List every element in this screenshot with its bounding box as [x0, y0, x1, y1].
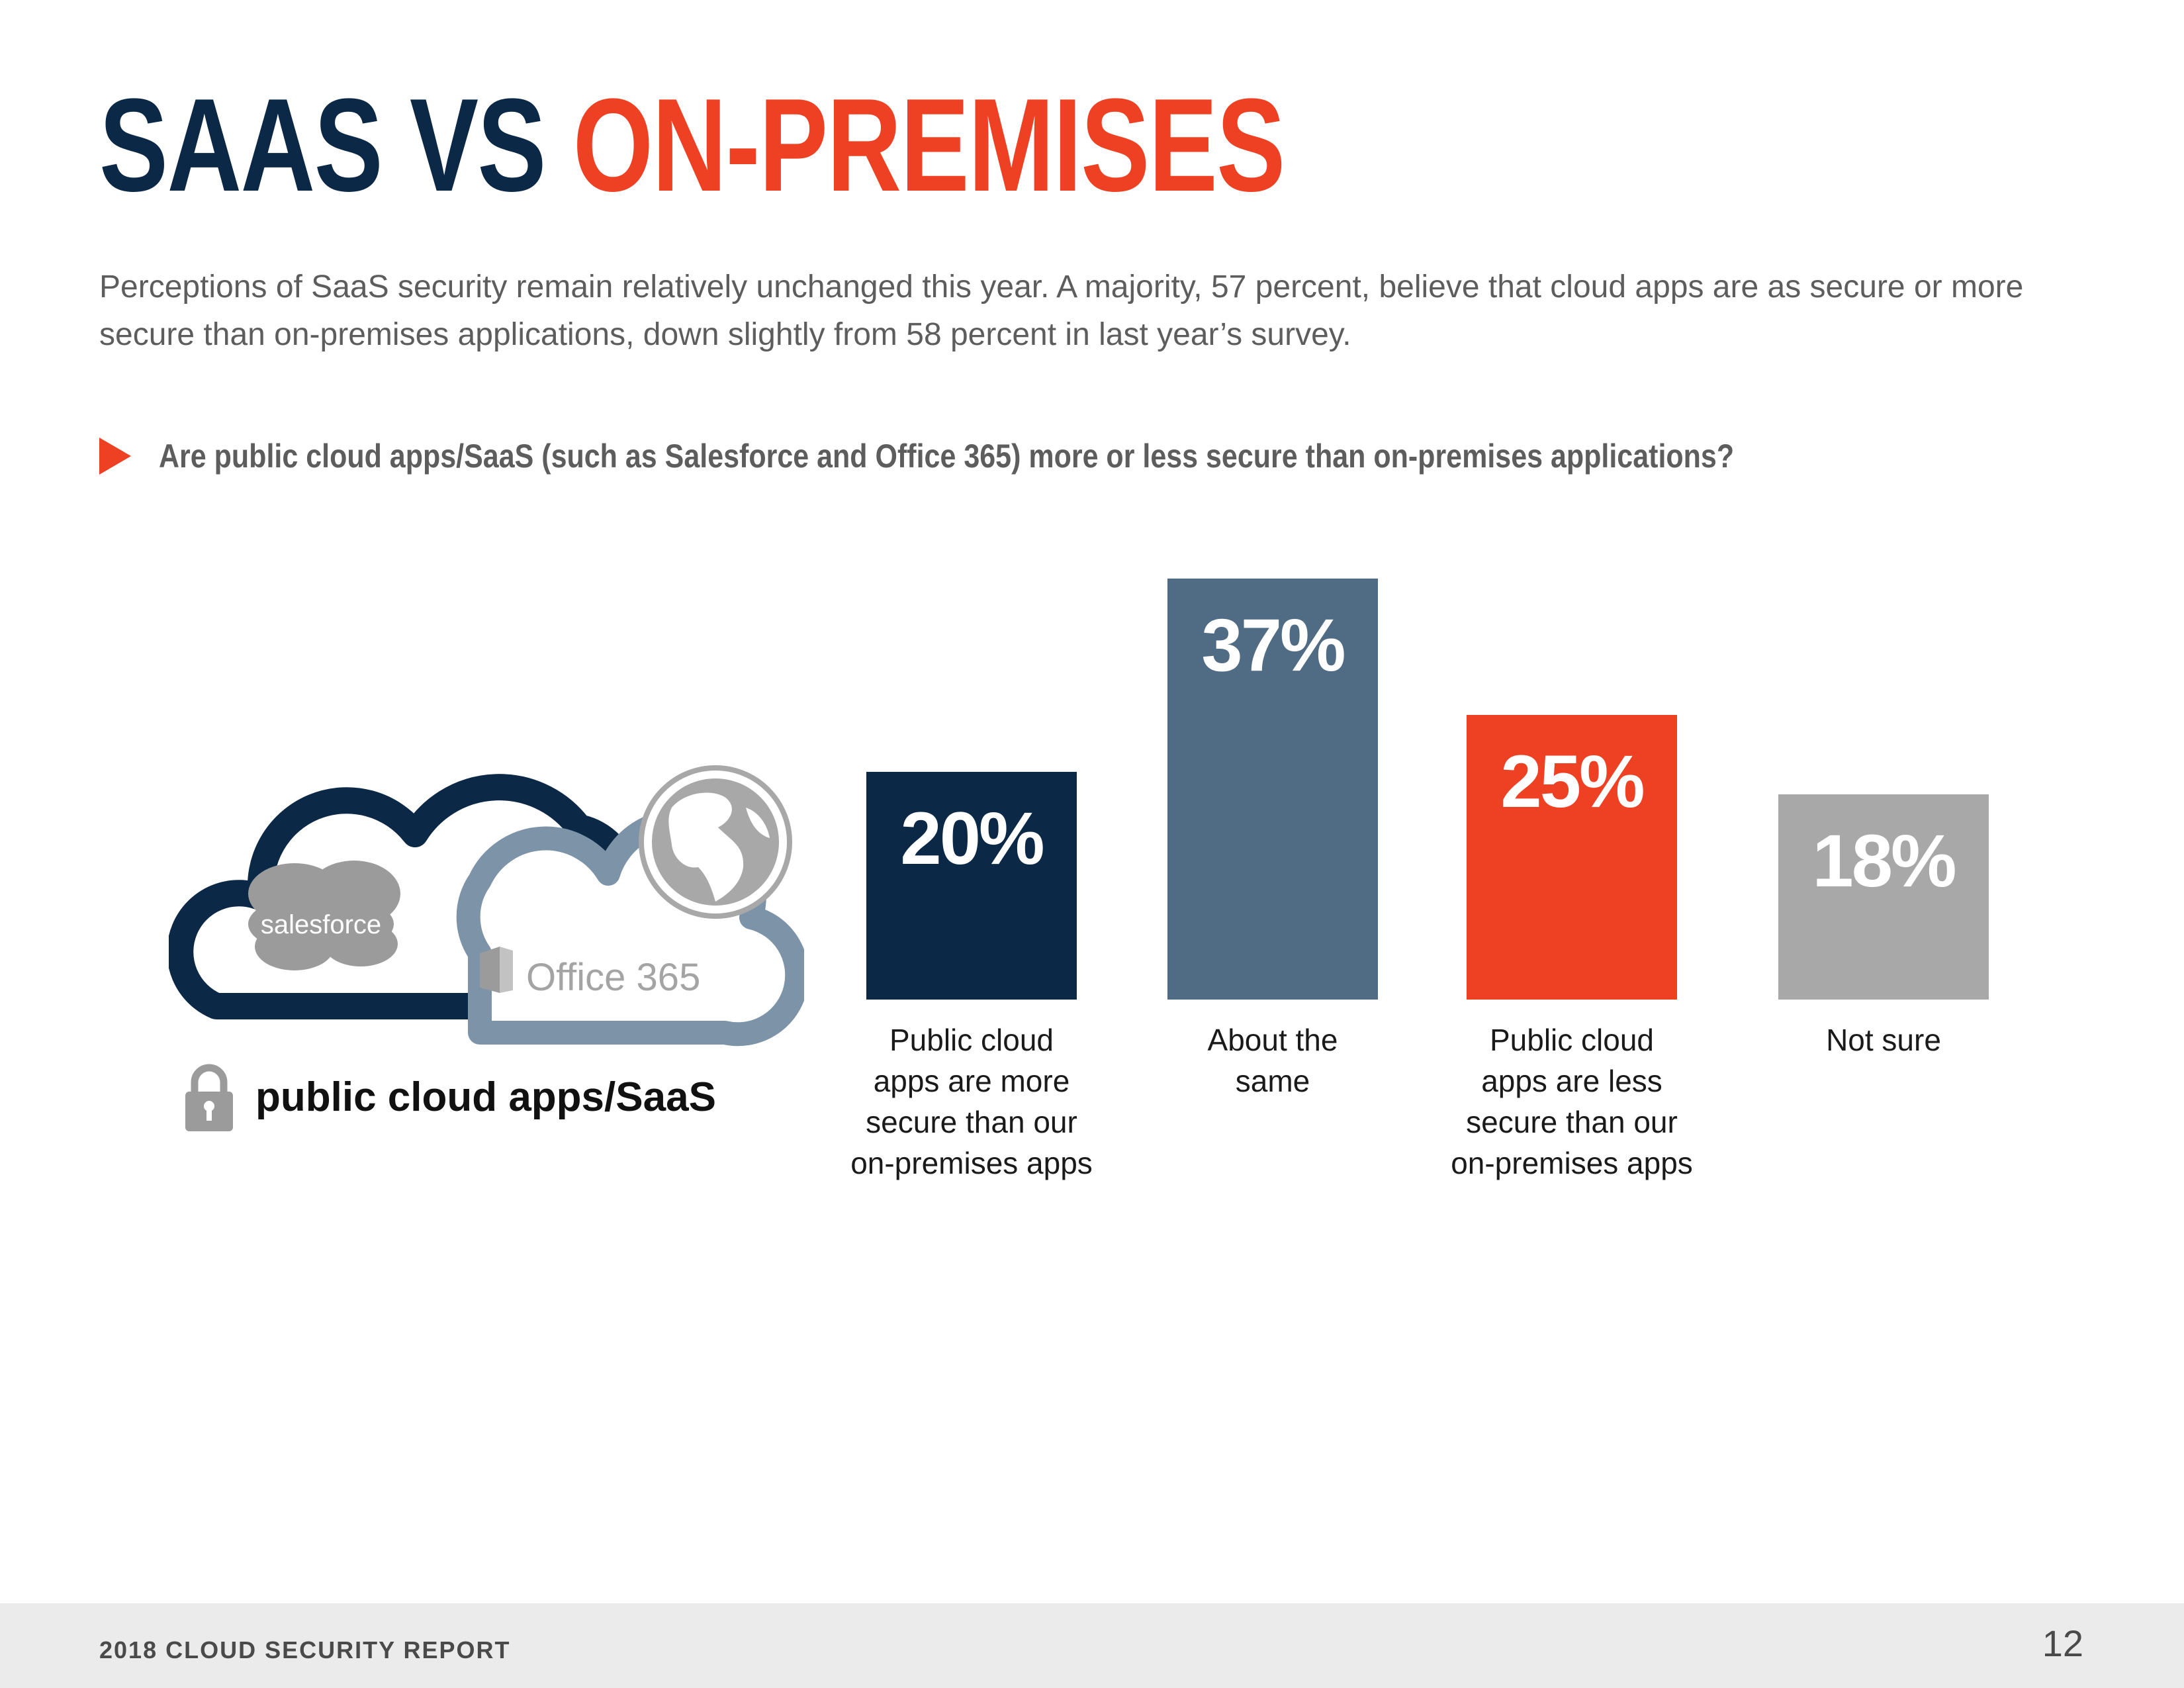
- bar: [866, 772, 1077, 1000]
- category-label-line: same: [1235, 1064, 1310, 1098]
- category-label: Not sure: [1738, 1019, 2029, 1060]
- bar-value-label: 37%: [1201, 603, 1345, 686]
- category-label-line: on-premises apps: [850, 1146, 1093, 1180]
- category-label-line: secure than our: [1466, 1105, 1678, 1139]
- category-label-line: apps are less: [1481, 1064, 1662, 1098]
- salesforce-logo: salesforce: [248, 861, 400, 970]
- office-365-logo: Office 365: [480, 947, 700, 999]
- cloud-apps-label: public cloud apps/SaaS: [185, 1062, 716, 1131]
- survey-question-text: Are public cloud apps/SaaS (such as Sale…: [159, 438, 1735, 475]
- intro-paragraph: Perceptions of SaaS security remain rela…: [99, 269, 2024, 352]
- bar: [1467, 715, 1677, 1000]
- bar: [1778, 794, 1989, 1000]
- category-label-line: on-premises apps: [1451, 1146, 1693, 1180]
- cloud-apps-label-text: public cloud apps/SaaS: [255, 1074, 716, 1120]
- survey-question: Are public cloud apps/SaaS (such as Sale…: [99, 437, 2151, 475]
- play-arrow-icon: [99, 438, 131, 475]
- page-title: SAAS VS ON-PREMISES: [99, 79, 1285, 212]
- svg-text:Office 365: Office 365: [526, 956, 700, 999]
- category-label: About the same: [1127, 1019, 1418, 1102]
- category-label-line: Not sure: [1826, 1023, 1941, 1057]
- bar-value-label: 25%: [1500, 740, 1645, 823]
- page-number: 12: [2042, 1622, 2083, 1664]
- category-label-line: Public cloud: [1489, 1023, 1655, 1057]
- category-label: Public cloud apps are less secure than our…: [1426, 1019, 1717, 1184]
- page-footer: 2018 CLOUD SECURITY REPORT 12: [0, 1603, 2184, 1688]
- report-name: 2018 CLOUD SECURITY REPORT: [99, 1636, 511, 1664]
- bar-value-label: 20%: [900, 797, 1044, 880]
- svg-text:salesforce: salesforce: [261, 910, 381, 939]
- category-label: Public cloud apps are more secure than our…: [826, 1019, 1117, 1184]
- bar: [1167, 578, 1378, 1000]
- category-label-line: About the: [1207, 1023, 1338, 1057]
- cloud-illustration: salesforce Office 365: [169, 765, 804, 1047]
- globe-icon: [639, 765, 792, 919]
- title-part-on-premises: ON-PREMISES: [572, 71, 1286, 219]
- bar-value-label: 18%: [1812, 820, 1956, 903]
- title-part-saas-vs: SAAS VS: [99, 71, 547, 219]
- category-label-line: secure than our: [866, 1105, 1077, 1139]
- category-label-line: apps are more: [873, 1064, 1070, 1098]
- category-label-line: Public cloud: [889, 1023, 1054, 1057]
- lock-icon: [185, 1064, 233, 1131]
